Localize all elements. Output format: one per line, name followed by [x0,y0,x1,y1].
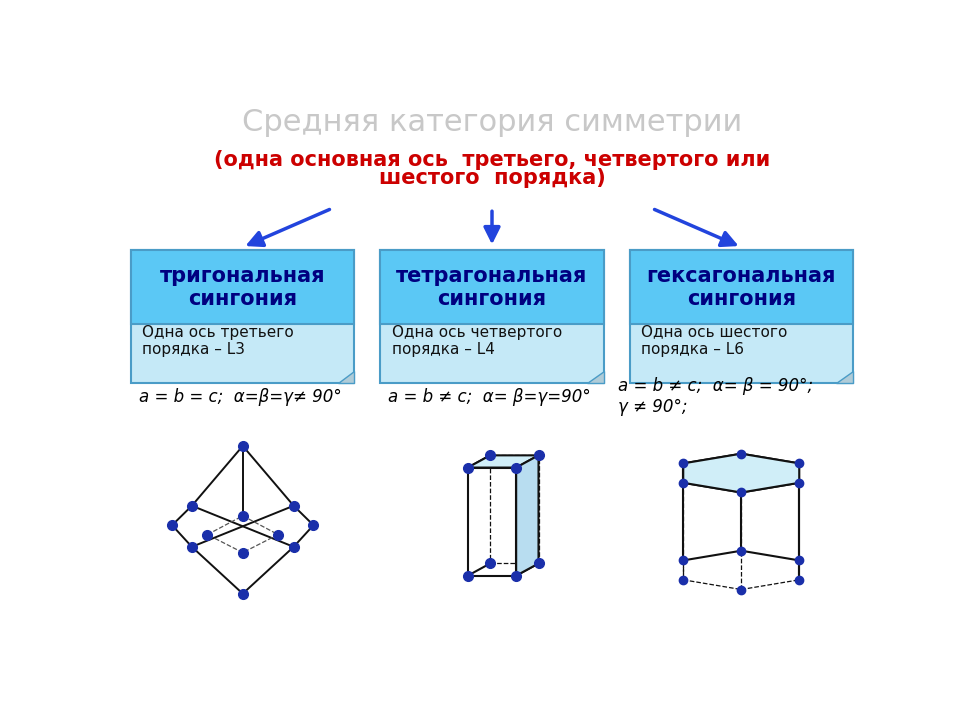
Polygon shape [684,454,800,492]
Text: гексагональная
сингония: гексагональная сингония [646,266,836,309]
Text: тригональная
сингония: тригональная сингония [160,266,325,309]
Text: шестого  порядка): шестого порядка) [378,168,606,188]
FancyBboxPatch shape [630,250,852,325]
Text: Одна ось четвертого
порядка – L4: Одна ось четвертого порядка – L4 [392,325,562,357]
Polygon shape [836,371,852,383]
Text: Средняя категория симметрии: Средняя категория симметрии [242,108,742,137]
Text: a = b ≠ c;  α= β=γ=90°: a = b ≠ c; α= β=γ=90° [388,388,590,406]
Text: (одна основная ось  третьего, четвертого или: (одна основная ось третьего, четвертого … [214,150,770,170]
Polygon shape [338,371,354,383]
Polygon shape [468,455,539,467]
FancyBboxPatch shape [630,250,852,383]
FancyBboxPatch shape [132,250,354,383]
FancyBboxPatch shape [380,250,604,383]
Text: тетрагональная
сингония: тетрагональная сингония [396,266,588,309]
Text: a = b = c;  α=β=γ≠ 90°: a = b = c; α=β=γ≠ 90° [138,388,342,406]
Text: Одна ось третьего
порядка – L3: Одна ось третьего порядка – L3 [142,325,294,357]
Polygon shape [516,455,539,576]
FancyBboxPatch shape [132,250,354,325]
Text: a = b ≠ c;  α= β = 90°;
γ ≠ 90°;: a = b ≠ c; α= β = 90°; γ ≠ 90°; [618,377,814,416]
FancyBboxPatch shape [380,250,604,325]
Polygon shape [588,371,604,383]
Text: Одна ось шестого
порядка – L6: Одна ось шестого порядка – L6 [641,325,787,357]
